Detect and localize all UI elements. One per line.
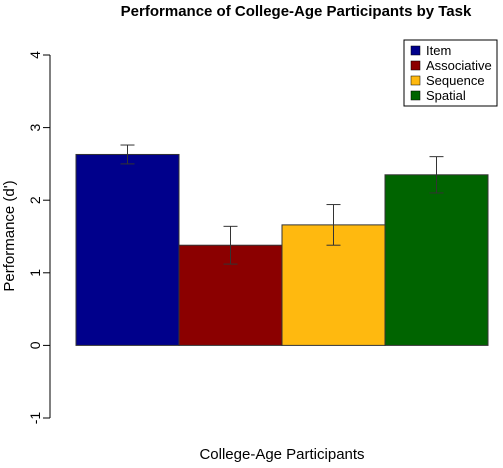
legend-swatch-item <box>410 45 421 56</box>
y-axis-label: Performance (d') <box>1 180 18 291</box>
legend-label-item: Item <box>426 43 451 58</box>
y-tick-label: 4 <box>27 51 43 59</box>
bars <box>75 153 489 346</box>
y-tick-label: 3 <box>27 123 43 131</box>
legend-swatch-associative <box>410 60 421 71</box>
error-bars <box>120 144 444 265</box>
legend-label-spatial: Spatial <box>426 88 466 103</box>
y-axis: -1 0 1 2 3 4 <box>27 51 51 424</box>
legend-label-sequence: Sequence <box>426 73 485 88</box>
bar-spatial <box>384 174 489 346</box>
y-tick-label: 2 <box>27 196 43 204</box>
error-bar-spatial <box>429 156 444 194</box>
y-ticks: -1 0 1 2 3 4 <box>27 51 50 424</box>
chart-title: Performance of College-Age Participants … <box>121 3 472 20</box>
error-bar-item <box>120 144 135 165</box>
error-bar-associative <box>223 225 238 265</box>
legend-swatch-spatial <box>410 90 421 101</box>
legend-swatch-sequence <box>410 75 421 86</box>
y-tick-label: 0 <box>27 341 43 349</box>
y-tick-label: 1 <box>27 269 43 277</box>
legend-label-associative: Associative <box>426 58 492 73</box>
x-axis-label: College-Age Participants <box>199 446 364 463</box>
bar-item <box>75 153 180 346</box>
error-bar-sequence <box>326 204 341 246</box>
y-tick-label: -1 <box>27 412 43 425</box>
